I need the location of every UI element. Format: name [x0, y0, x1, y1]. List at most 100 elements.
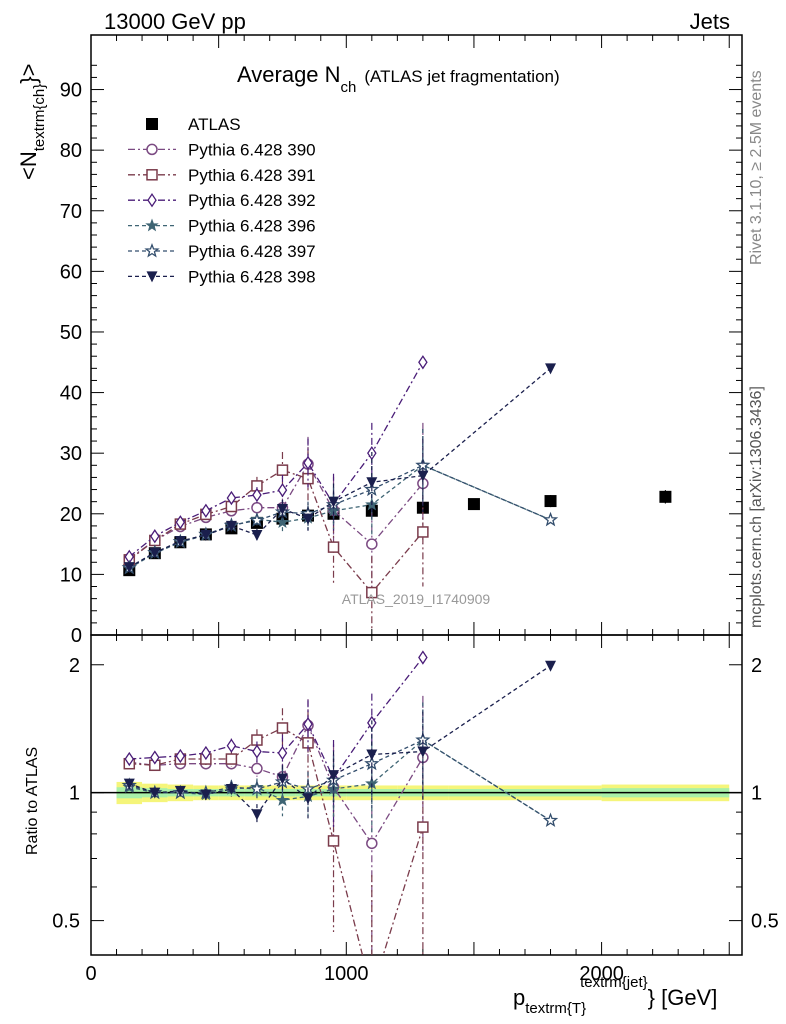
xlabel-text: p: [513, 985, 525, 1010]
main-title-suffix: (ATLAS jet fragmentation): [364, 67, 559, 86]
main-ytick-label: 70: [60, 201, 82, 223]
data-point: [200, 789, 212, 801]
series-pythia-6-428-391: [123, 708, 429, 955]
data-point: [150, 529, 160, 544]
series-line: [128, 469, 424, 594]
data-point: [276, 503, 288, 515]
series-line: [128, 361, 424, 558]
data-point: [124, 751, 135, 767]
ratio-ytick-label: 2: [69, 655, 80, 677]
legend-marker: [147, 193, 157, 208]
data-point: [366, 538, 378, 550]
x-tick-label: 1000: [324, 963, 369, 985]
legend: ATLAS Pythia 6.428 390 Pythia 6.428 391 Pyt…: [128, 115, 316, 286]
legend-marker: [146, 169, 158, 181]
data-point: [174, 536, 186, 548]
series-pythia-6-428-398: [123, 660, 557, 825]
header-left: 13000 GeV pp: [104, 9, 246, 34]
data-point: [276, 722, 289, 734]
series-line: [129, 657, 424, 780]
main-series: [121, 355, 672, 629]
legend-item: Pythia 6.428 391: [128, 166, 316, 185]
data-point: [542, 511, 559, 527]
ratio-ytick-label-right: 0.5: [751, 911, 779, 933]
data-point: [201, 503, 211, 518]
xlabel-sub: textrm{T}: [525, 1000, 586, 1017]
data-point: [327, 541, 340, 553]
ratio-ytick-label: 1: [69, 783, 80, 805]
analysis-watermark: ATLAS_2019_I1740909: [342, 591, 491, 607]
data-point: [542, 812, 559, 828]
main-title-text: Average N: [237, 62, 341, 87]
data-point: [417, 746, 429, 758]
data-point: [275, 515, 290, 528]
series-pythia-6-428-397: [121, 428, 559, 575]
series-pythia-6-428-392: [124, 650, 428, 828]
series-pythia-6-428-390: [123, 422, 429, 593]
legend-item: Pythia 6.428 390: [128, 140, 316, 159]
legend-label: Pythia 6.428 398: [188, 267, 316, 286]
main-ytick-label: 60: [60, 261, 82, 283]
data-point: [277, 482, 288, 498]
data-point: [149, 787, 161, 799]
main-ytick-label: 90: [60, 80, 82, 102]
legend-item: Pythia 6.428 396: [128, 217, 316, 236]
data-point: [417, 821, 429, 833]
legend-label: Pythia 6.428 396: [188, 217, 316, 236]
main-ytick-label: 30: [60, 443, 82, 465]
data-point: [328, 496, 340, 508]
ratio-ytick-label-right: 2: [751, 655, 762, 677]
legend-item: Pythia 6.428 397: [128, 242, 316, 261]
ratio-axes: 0.5 0.5 1 1 2 2 0 1000 2000: [52, 635, 779, 985]
data-point: [150, 750, 160, 765]
data-point: [174, 785, 186, 797]
data-point: [200, 530, 212, 541]
data-point: [277, 745, 288, 761]
data-point: [302, 513, 314, 525]
main-ylabel-sub: textrm{ch}: [31, 84, 48, 152]
legend-marker: [144, 242, 160, 258]
ratio-ytick-label: 0.5: [52, 911, 80, 933]
ratio-frame: [90, 634, 743, 956]
data-point: [249, 512, 265, 527]
data-point: [659, 490, 672, 503]
legend-label: Pythia 6.428 391: [188, 166, 316, 185]
legend-marker: [146, 271, 158, 283]
data-point: [303, 716, 313, 732]
legend-item: Pythia 6.428 392: [128, 191, 316, 210]
xlabel-sup: textrm{jet}: [580, 974, 648, 991]
mcplots-label: mcplots.cern.ch [arXiv:1306.3436]: [748, 386, 765, 628]
data-point: [175, 748, 186, 764]
data-point: [417, 470, 429, 482]
legend-item: Pythia 6.428 398: [128, 267, 316, 286]
data-point: [303, 455, 313, 471]
main-ytick-label: 0: [71, 625, 82, 647]
data-point: [249, 780, 265, 796]
data-point: [276, 464, 289, 476]
data-point: [275, 793, 290, 806]
data-point: [226, 490, 237, 506]
data-point: [366, 477, 378, 489]
x-tick-label: 2000: [579, 963, 624, 985]
series-line: [129, 727, 424, 955]
series-line: [129, 739, 551, 822]
main-ytick-label: 20: [60, 504, 82, 526]
x-tick-label: 0: [85, 963, 96, 985]
series-pythia-6-428-396: [122, 428, 558, 575]
legend-marker: [145, 218, 159, 232]
main-title: Average Nch (ATLAS jet fragmentation): [237, 62, 560, 96]
main-ylabel-end: }>: [16, 64, 41, 84]
main-ylabel-text: <N: [16, 151, 41, 180]
series-pythia-6-428-390: [123, 695, 429, 955]
data-point: [418, 355, 428, 370]
data-point: [544, 495, 557, 508]
main-ytick-label: 10: [60, 564, 82, 586]
legend-marker: [146, 143, 158, 156]
data-point: [123, 562, 135, 574]
series-line: [128, 367, 551, 568]
data-point: [366, 837, 378, 850]
data-point: [545, 363, 557, 375]
data-point: [251, 809, 263, 821]
data-point: [417, 526, 429, 538]
